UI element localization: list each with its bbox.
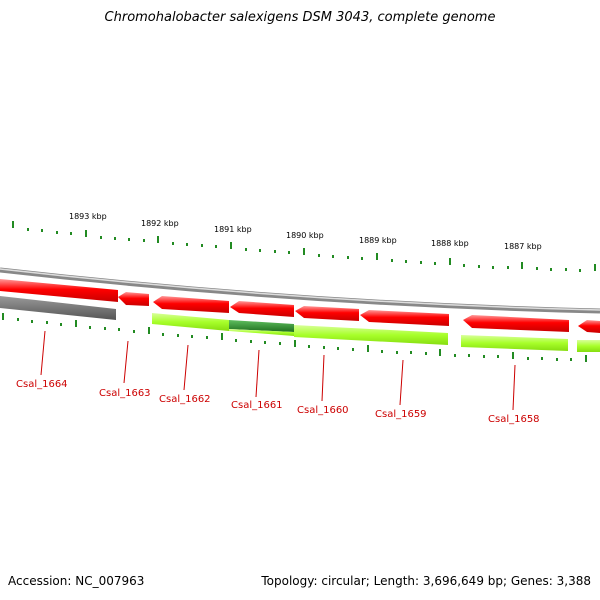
inner-tick-ring [2,313,587,362]
cds-feature[interactable] [578,320,600,333]
gene-label-csal-1661[interactable]: Csal_1661 [231,400,283,411]
scale-label-1891: 1891 kbp [214,225,252,234]
gene-label-csal-1662[interactable]: Csal_1662 [159,394,211,405]
gene-feature[interactable] [577,340,600,352]
scale-label-1890: 1890 kbp [286,231,324,240]
pseudo-gene-feature[interactable] [0,296,116,320]
accession-text: Accession: NC_007963 [8,574,145,588]
gene-feature-highlight[interactable] [229,320,294,332]
cds-feature[interactable] [230,301,294,317]
gene-label-csal-1659[interactable]: Csal_1659 [375,409,427,420]
outer-tick-ring [12,221,596,272]
map-title: Chromohalobacter salexigens DSM 3043, co… [104,10,496,25]
cds-feature[interactable] [360,310,449,326]
gene-label-csal-1660[interactable]: Csal_1660 [297,405,349,416]
cds-features [0,279,600,333]
gene-feature[interactable] [152,313,229,331]
gene-label-csal-1663[interactable]: Csal_1663 [99,388,151,399]
gene-label-csal-1658[interactable]: Csal_1658 [488,414,540,425]
cds-feature[interactable] [0,279,118,302]
scale-label-1893: 1893 kbp [69,212,107,221]
gene-features [0,296,600,352]
scale-label-1888: 1888 kbp [431,239,469,248]
gene-labels: Csal_1664 Csal_1663 Csal_1662 Csal_1661 … [16,379,540,425]
gene-feature[interactable] [461,335,568,351]
gene-label-csal-1664[interactable]: Csal_1664 [16,379,68,390]
cds-feature[interactable] [295,306,359,321]
genome-backbone [0,267,600,314]
cds-feature[interactable] [153,296,229,313]
scale-label-1887: 1887 kbp [504,242,542,251]
label-leaders [40,330,516,411]
cds-feature[interactable] [463,315,569,332]
scale-label-1892: 1892 kbp [141,219,179,228]
gene-feature[interactable] [229,329,294,336]
scale-labels: 1893 kbp 1892 kbp 1891 kbp 1890 kbp 1889… [69,212,542,251]
gene-feature[interactable] [294,325,448,345]
scale-label-1889: 1889 kbp [359,236,397,245]
cds-feature[interactable] [118,292,149,306]
genome-summary-text: Topology: circular; Length: 3,696,649 bp… [261,574,591,588]
